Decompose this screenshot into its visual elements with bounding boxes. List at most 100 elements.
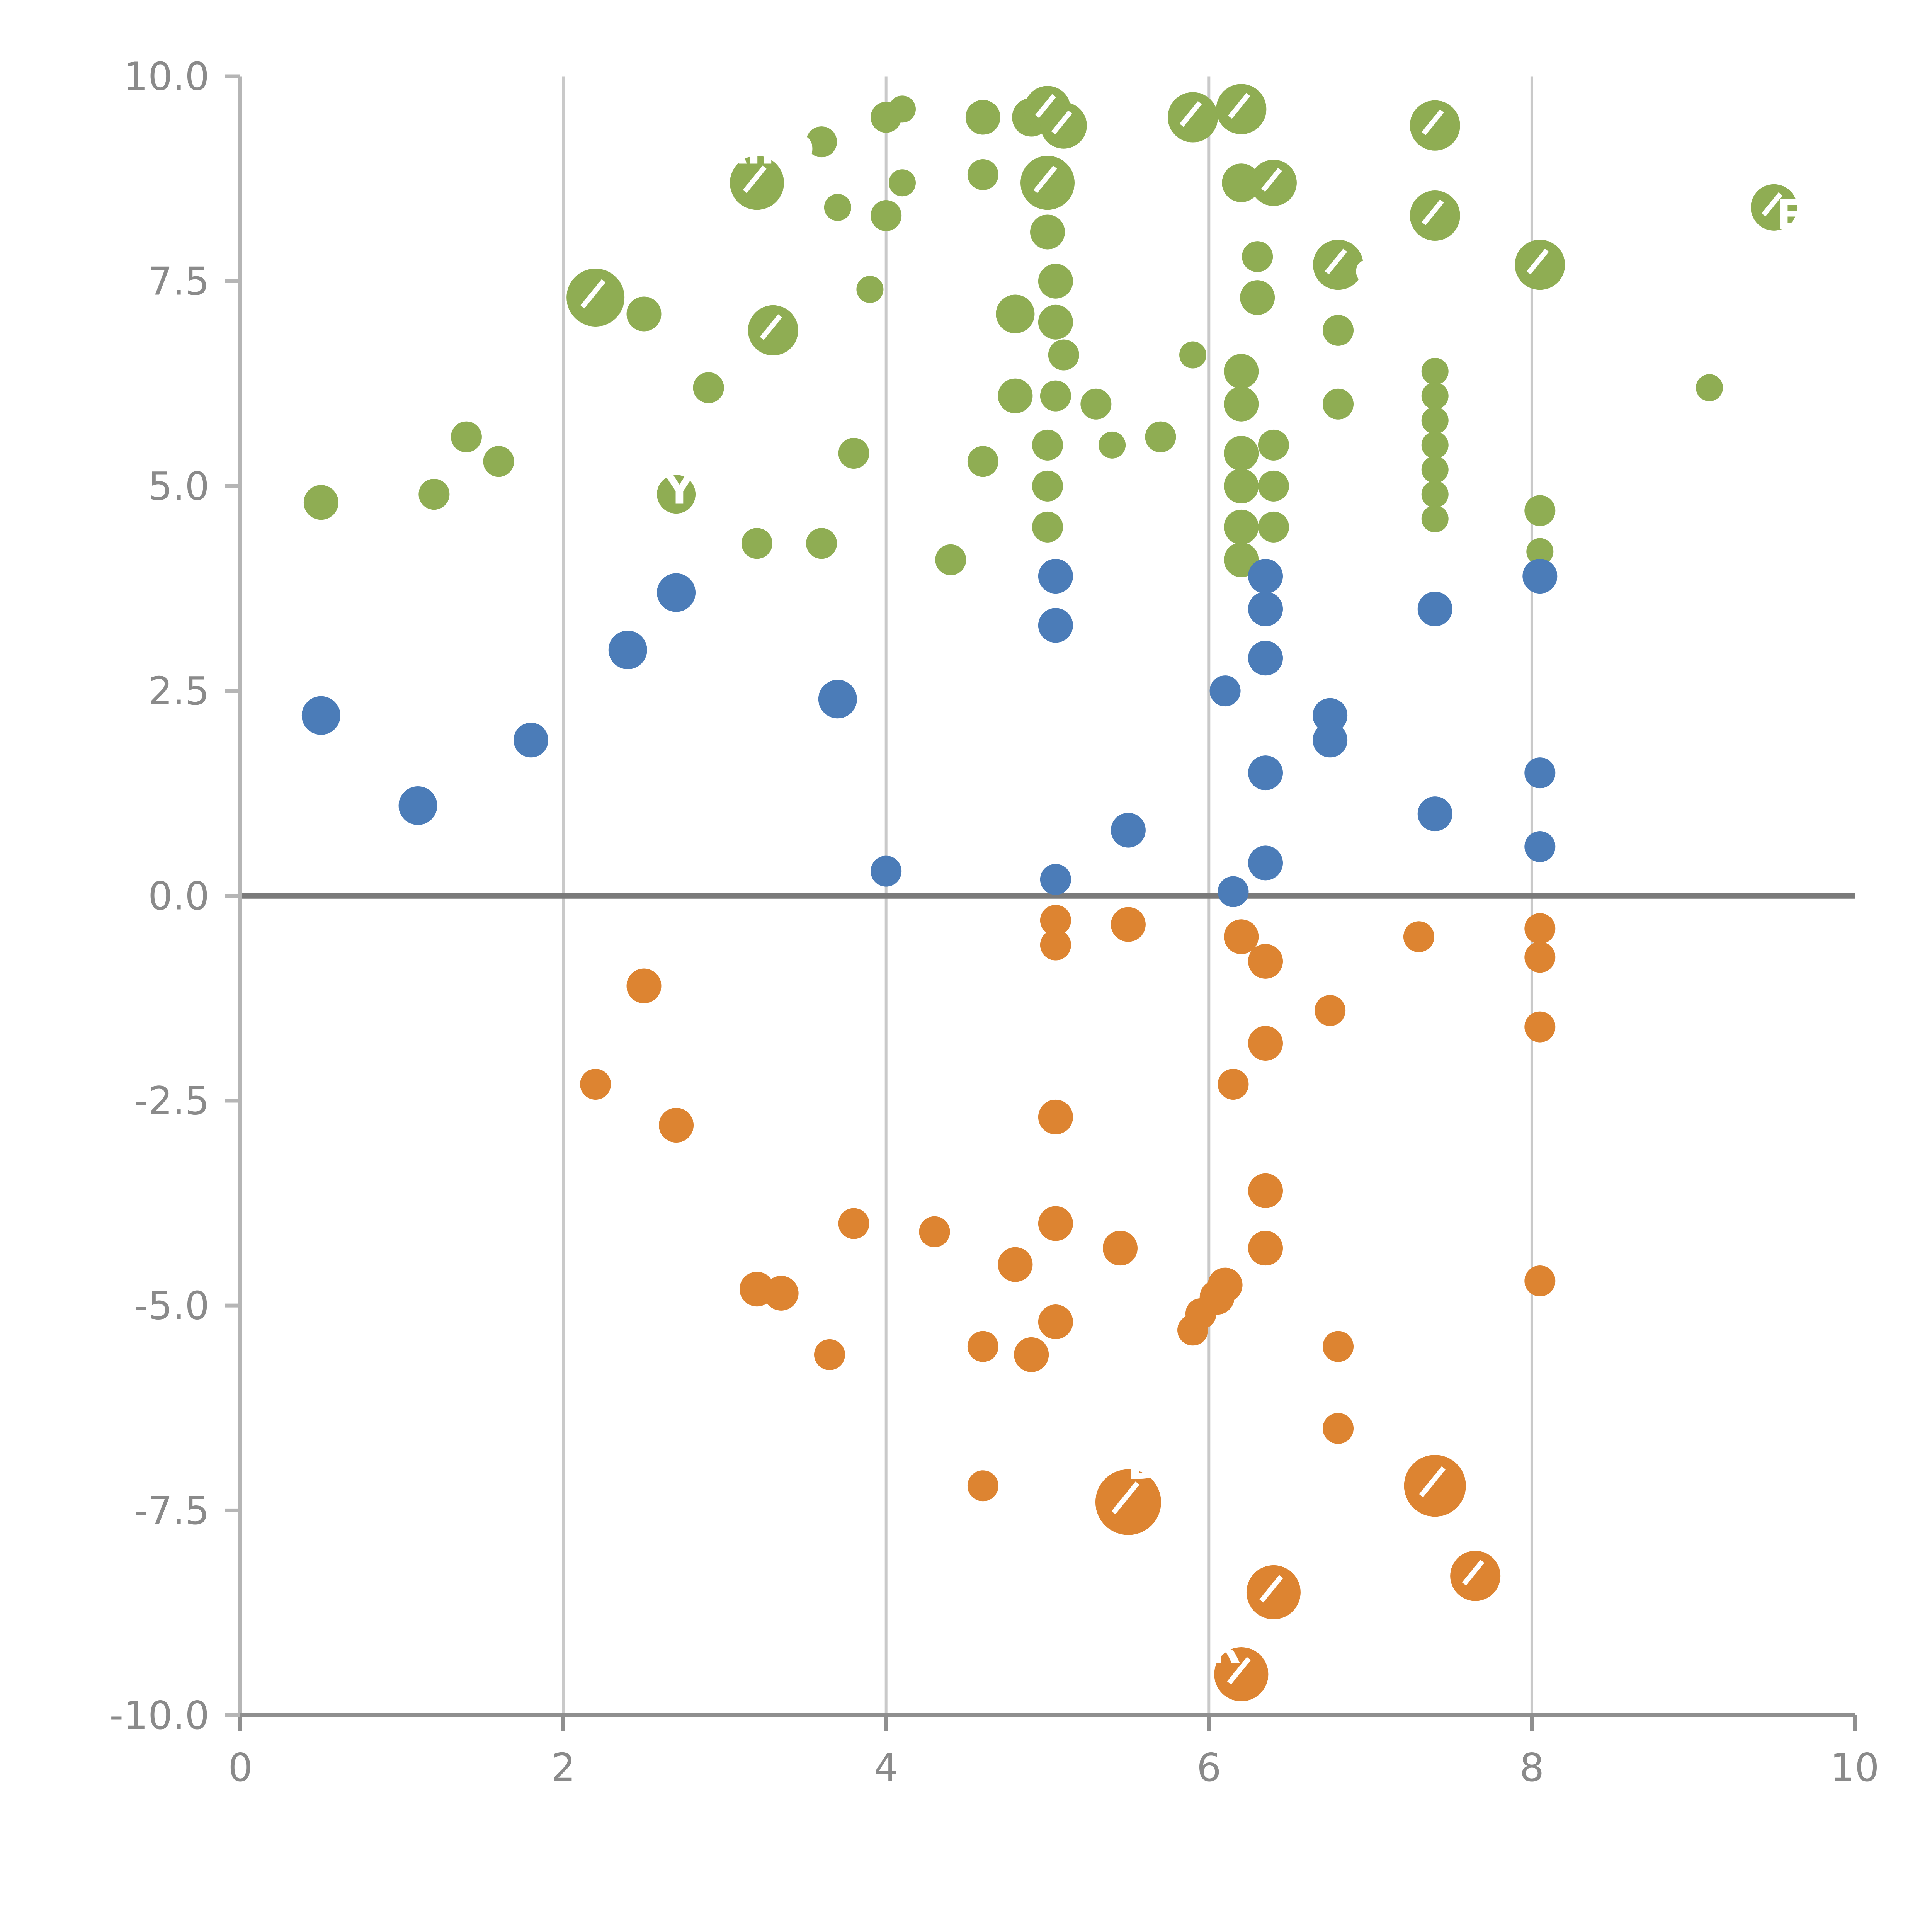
data-point xyxy=(1526,538,1554,565)
data-point xyxy=(1020,156,1075,210)
data-point xyxy=(1313,723,1348,758)
bubble-label-fragment xyxy=(1419,1466,1446,1497)
data-point xyxy=(838,438,869,469)
data-point xyxy=(1250,160,1297,206)
data-point xyxy=(1315,995,1346,1026)
data-point xyxy=(814,1339,845,1370)
x-tick-label: 8 xyxy=(1520,1745,1544,1790)
data-point xyxy=(1179,341,1207,369)
data-point xyxy=(1524,495,1556,526)
data-point xyxy=(1421,382,1449,410)
orange-bubbles xyxy=(580,905,1556,1701)
data-point xyxy=(1038,1206,1073,1241)
bubble-label-fragment xyxy=(1051,110,1072,135)
data-point xyxy=(693,372,724,403)
data-point xyxy=(1323,1413,1354,1444)
data-point xyxy=(871,200,902,231)
data-point xyxy=(1224,919,1259,954)
data-point xyxy=(1040,102,1087,149)
data-point xyxy=(1080,388,1112,420)
data-point xyxy=(996,294,1035,333)
bubble-label-fragment xyxy=(1033,165,1057,193)
data-point xyxy=(818,680,857,719)
data-point xyxy=(806,126,837,158)
data-point xyxy=(1040,905,1071,936)
bubble-label-fragment xyxy=(1111,1481,1139,1514)
data-point xyxy=(1246,1565,1301,1619)
data-point xyxy=(626,296,662,332)
bubble-annotation: D xyxy=(1128,1441,1161,1488)
data-point xyxy=(730,156,784,210)
data-point xyxy=(451,421,482,452)
data-point xyxy=(1030,214,1065,250)
data-point xyxy=(398,786,437,825)
data-point xyxy=(1032,470,1063,502)
data-point xyxy=(838,1208,869,1239)
data-point xyxy=(1209,675,1241,707)
data-point xyxy=(1224,386,1259,422)
data-point xyxy=(1032,511,1063,543)
data-point xyxy=(1095,1469,1161,1535)
data-point xyxy=(1038,559,1073,594)
data-point xyxy=(1417,796,1452,832)
data-point xyxy=(1421,456,1449,483)
data-point xyxy=(856,276,884,303)
data-point xyxy=(1099,431,1126,459)
data-point xyxy=(998,378,1033,413)
data-point xyxy=(659,1108,694,1143)
y-tick-label: 5.0 xyxy=(148,464,209,509)
data-point xyxy=(1524,757,1556,789)
bubble-label-fragment xyxy=(1762,192,1782,217)
data-point xyxy=(514,723,549,758)
data-point xyxy=(967,159,998,190)
data-point xyxy=(1224,468,1259,503)
y-tick-label: 7.5 xyxy=(148,259,209,304)
data-point xyxy=(1218,1069,1249,1100)
x-tick-label: 6 xyxy=(1197,1745,1221,1790)
data-point xyxy=(1417,591,1452,626)
data-points xyxy=(301,84,1798,1701)
data-point xyxy=(1038,264,1073,299)
data-point xyxy=(1111,813,1146,848)
data-point xyxy=(1421,505,1449,532)
bubble-label-fragment xyxy=(580,279,606,309)
data-point xyxy=(1248,591,1283,626)
bubble-label-fragment xyxy=(1325,248,1347,275)
data-point xyxy=(748,305,798,355)
y-tick-label: -7.5 xyxy=(134,1488,209,1533)
data-point xyxy=(608,631,647,670)
data-point xyxy=(1248,1173,1283,1208)
data-point xyxy=(1258,511,1289,543)
data-point xyxy=(303,485,338,520)
axes xyxy=(225,74,1857,1731)
data-point xyxy=(888,95,916,123)
data-point xyxy=(1524,831,1556,862)
tick-labels: 0 2 4 6 8 10 -10.0 -7.5 -5.0 -2.5 0.0 2.5 5.0 7.5 10.0 xyxy=(109,54,1879,1791)
bubble-label-fragment xyxy=(1462,1560,1485,1586)
x-tick-label: 0 xyxy=(228,1745,253,1790)
data-point xyxy=(1216,84,1267,134)
data-point xyxy=(1111,907,1146,942)
data-point xyxy=(967,446,998,477)
data-point xyxy=(1524,1265,1556,1297)
data-point xyxy=(1323,1331,1354,1362)
bubble-annotation: R xyxy=(1209,1626,1241,1673)
data-point xyxy=(1038,608,1073,643)
data-point xyxy=(1421,431,1449,459)
data-point xyxy=(1524,942,1556,973)
data-point xyxy=(1410,100,1460,151)
data-point xyxy=(483,446,514,477)
data-point xyxy=(1515,240,1565,290)
data-point xyxy=(1145,421,1176,452)
data-point xyxy=(301,696,340,735)
data-point xyxy=(998,1247,1033,1282)
blue-bubbles xyxy=(301,559,1558,907)
data-point xyxy=(1696,374,1723,401)
data-point xyxy=(418,479,450,510)
data-point xyxy=(580,1069,611,1100)
data-point xyxy=(1751,184,1798,231)
data-point xyxy=(1404,1455,1466,1517)
data-point xyxy=(806,528,837,559)
bubble-label-fragment xyxy=(1422,109,1444,135)
